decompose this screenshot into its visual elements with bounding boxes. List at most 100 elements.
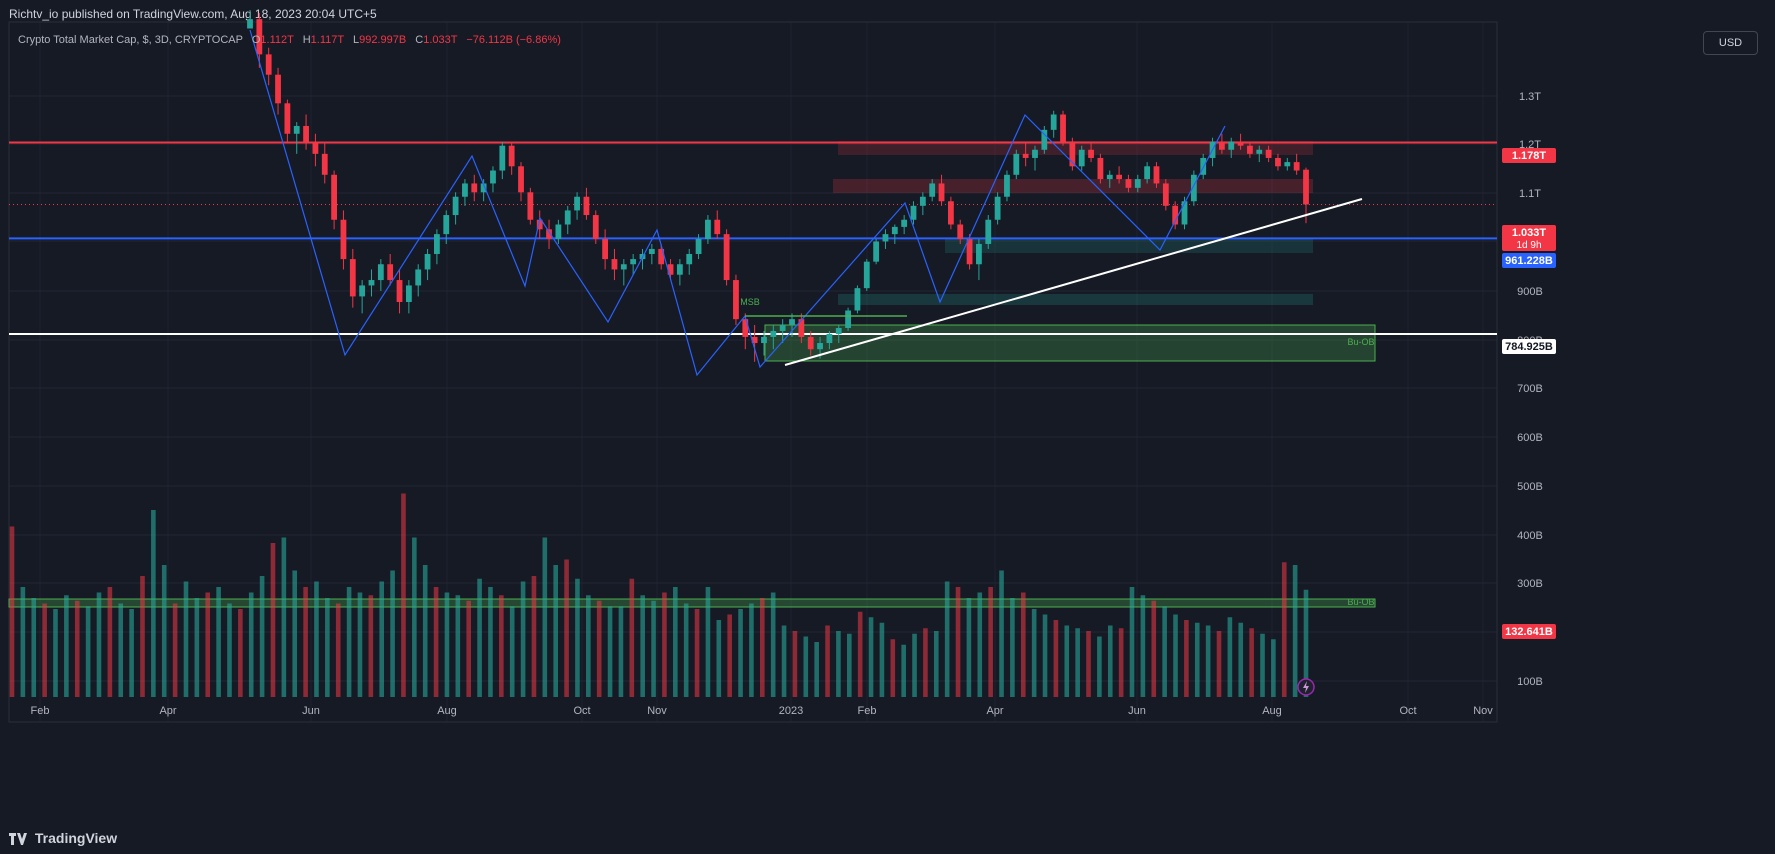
zones xyxy=(8,141,1376,608)
candle-body xyxy=(1144,166,1151,180)
price-label-text: 1.033T xyxy=(1512,227,1547,239)
volume-bar xyxy=(912,633,917,697)
volume-bar xyxy=(575,578,580,697)
footer: TradingView xyxy=(0,822,1775,854)
candle-body xyxy=(985,219,992,244)
candle-body xyxy=(1228,141,1235,150)
grid xyxy=(8,21,1498,723)
header: Richtv_io published on TradingView.com, … xyxy=(0,0,1775,28)
volume-bar xyxy=(1281,562,1287,697)
bu-ob-label: Bu-OB xyxy=(1347,337,1374,347)
candle-body xyxy=(1284,162,1291,167)
x-tick-label: Feb xyxy=(31,705,50,717)
volume-bar xyxy=(1064,625,1070,697)
volume-bar xyxy=(542,537,548,697)
volume-bar xyxy=(151,510,156,697)
volume-bar xyxy=(96,592,102,697)
candle-body xyxy=(546,229,552,240)
volume-bar xyxy=(781,625,787,697)
x-tick-label: Nov xyxy=(1473,705,1493,717)
candle-body xyxy=(648,248,655,254)
candle-body xyxy=(452,196,459,216)
bull-order-block-volume xyxy=(8,598,1376,608)
candle-body xyxy=(714,219,721,235)
candle-body xyxy=(321,153,328,175)
candle-body xyxy=(751,336,758,344)
volume-bar xyxy=(694,609,700,697)
candle-body xyxy=(424,253,431,270)
volume-bar xyxy=(335,603,341,697)
candle-body xyxy=(462,183,468,197)
demand-zone-upper xyxy=(945,239,1313,253)
volume-bar xyxy=(357,592,363,697)
candle-body xyxy=(770,330,777,337)
volume-bar xyxy=(314,581,319,697)
price-label-text: 1.178T xyxy=(1512,150,1547,162)
candle-body xyxy=(1190,174,1197,202)
volume-bar xyxy=(303,587,308,697)
candle-body xyxy=(265,54,272,75)
candle-body xyxy=(910,205,917,220)
x-tick-label: Feb xyxy=(858,705,877,717)
tradingview-logo[interactable]: TradingView xyxy=(9,830,117,846)
supply-zone-lower xyxy=(833,179,1313,193)
candle-body xyxy=(340,219,347,260)
volume-bar xyxy=(9,526,15,697)
candle-body xyxy=(630,259,637,265)
drawings[interactable] xyxy=(249,29,1363,377)
volume-bar xyxy=(879,622,885,697)
volume-bar xyxy=(270,543,276,697)
supply-zone-upper xyxy=(838,141,1313,155)
volume-bar xyxy=(966,598,972,697)
volume-bar xyxy=(629,578,635,697)
volume-bar xyxy=(292,570,298,697)
candle-body xyxy=(817,343,823,350)
volume-bar xyxy=(836,631,841,697)
candle-body xyxy=(1293,162,1300,171)
volume-bar xyxy=(433,587,439,697)
volume-bar xyxy=(716,620,722,697)
candle-body xyxy=(620,264,627,270)
candle-body xyxy=(396,280,403,302)
volume-bar xyxy=(1271,639,1276,697)
x-axis[interactable]: Feb Apr Jun Aug Oct Nov 2023 Feb Apr Jun Aug Oct Nov xyxy=(31,705,1494,717)
volume-bar xyxy=(901,644,906,697)
volume-bar xyxy=(477,578,482,697)
candle-body xyxy=(1060,114,1066,142)
volume-bar xyxy=(1042,614,1048,697)
volume-bar xyxy=(346,587,352,697)
candle-body xyxy=(1247,145,1253,154)
y-tick-label: 500B xyxy=(1517,481,1543,493)
volume-bar xyxy=(1249,628,1254,697)
legend-symbol: Crypto Total Market Cap, $, 3D, CRYPTOCA… xyxy=(18,34,243,46)
candle-body xyxy=(1162,183,1169,206)
legend-low-label: L xyxy=(352,34,360,46)
candle-body xyxy=(676,264,683,275)
legend-open-label: O xyxy=(251,34,261,46)
candle-body xyxy=(976,243,982,265)
candle-body xyxy=(518,166,524,193)
candle-body xyxy=(583,196,590,216)
currency-button[interactable]: USD xyxy=(1703,31,1758,55)
volume-bar xyxy=(183,581,189,697)
candle-body xyxy=(1088,149,1094,158)
volume-bar xyxy=(988,587,993,697)
candle-body xyxy=(1041,129,1048,150)
candle-body xyxy=(480,183,487,193)
volume-bar xyxy=(738,609,743,697)
candle-body xyxy=(405,285,412,302)
candle-body xyxy=(667,264,674,275)
bu-ob-label: Bu-OB xyxy=(1347,597,1374,607)
legend-high-value: 1.117T xyxy=(310,34,344,46)
candle-body xyxy=(845,310,851,328)
volume-bar xyxy=(1118,628,1124,697)
candle-body xyxy=(957,224,964,240)
horizontal-lines[interactable] xyxy=(9,141,1497,335)
y-axis[interactable]: 1.3T1.2T1.1T900B800B700B600B500B400B300B… xyxy=(1517,91,1543,688)
candle-body xyxy=(312,141,319,154)
lightning-glyph xyxy=(1303,681,1309,693)
candle-body xyxy=(798,319,805,337)
x-tick-label: Aug xyxy=(1262,705,1282,717)
candle-body xyxy=(854,288,861,311)
